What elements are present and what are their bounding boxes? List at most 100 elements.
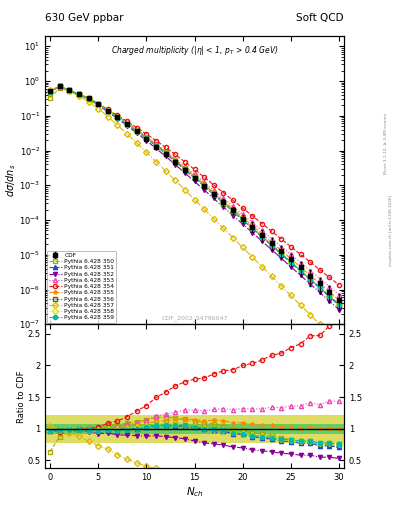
Pythia 6.428 352 [57,83,62,90]
Pythia 6.428 350 [48,95,52,101]
Pythia 6.428 355 [48,89,52,95]
Pythia 6.428 352 [211,196,216,202]
Pythia 6.428 356 [77,91,81,97]
Pythia 6.428 355 [105,108,110,114]
Pythia 6.428 356 [48,89,52,95]
Pythia 6.428 350 [241,216,245,222]
Pythia 6.428 357 [202,206,207,212]
Pythia 6.428 352 [269,247,274,253]
Pythia 6.428 357 [221,225,226,231]
Pythia 6.428 357 [192,197,197,203]
Pythia 6.428 351 [327,294,332,300]
Pythia 6.428 359 [48,89,52,95]
Pythia 6.428 356 [298,267,303,273]
Pythia 6.428 353 [279,243,284,249]
Pythia 6.428 353 [57,83,62,90]
Pythia 6.428 351 [48,89,52,95]
Pythia 6.428 358 [288,259,293,265]
Pythia 6.428 351 [337,302,342,308]
Pythia 6.428 352 [260,238,264,244]
Pythia 6.428 353 [115,114,120,120]
Pythia 6.428 357 [182,187,187,193]
Pythia 6.428 356 [211,191,216,198]
Pythia 6.428 350 [288,259,293,265]
Pythia 6.428 355 [77,91,81,97]
Pythia 6.428 357 [115,122,120,128]
Pythia 6.428 353 [298,260,303,266]
Pythia 6.428 351 [241,217,245,223]
Pythia 6.428 351 [154,143,158,149]
Pythia 6.428 354 [144,131,149,137]
Pythia 6.428 354 [288,244,293,250]
Pythia 6.428 357 [134,140,139,146]
Pythia 6.428 354 [86,95,91,101]
Pythia 6.428 354 [298,251,303,258]
Legend: CDF, Pythia 6.428 350, Pythia 6.428 351, Pythia 6.428 352, Pythia 6.428 353, Pyt: CDF, Pythia 6.428 350, Pythia 6.428 351,… [47,251,116,323]
Pythia 6.428 353 [269,236,274,242]
Pythia 6.428 358 [77,91,81,97]
Pythia 6.428 350 [57,85,62,91]
Pythia 6.428 354 [67,88,72,94]
Pythia 6.428 359 [260,233,264,240]
Pythia 6.428 352 [327,298,332,304]
Pythia 6.428 355 [182,165,187,171]
Pythia 6.428 358 [192,175,197,181]
Pythia 6.428 351 [260,234,264,240]
Pythia 6.428 356 [182,166,187,173]
Pythia 6.428 351 [308,276,312,283]
Pythia 6.428 357 [318,321,322,327]
Pythia 6.428 356 [279,250,284,257]
Pythia 6.428 359 [173,158,178,164]
Pythia 6.428 355 [260,231,264,237]
Pythia 6.428 353 [211,187,216,194]
Pythia 6.428 359 [67,88,72,94]
Line: Pythia 6.428 353: Pythia 6.428 353 [48,84,341,296]
Pythia 6.428 356 [202,183,207,189]
Pythia 6.428 350 [182,165,187,172]
Pythia 6.428 356 [57,83,62,90]
Pythia 6.428 350 [211,190,216,196]
Pythia 6.428 358 [202,183,207,189]
Pythia 6.428 352 [182,170,187,176]
Pythia 6.428 352 [154,145,158,152]
Line: Pythia 6.428 358: Pythia 6.428 358 [48,84,341,306]
Pythia 6.428 353 [318,275,322,282]
Pythia 6.428 350 [298,268,303,274]
Pythia 6.428 351 [77,91,81,97]
Pythia 6.428 356 [154,142,158,148]
Pythia 6.428 353 [105,108,110,114]
Pythia 6.428 352 [67,88,72,94]
Pythia 6.428 354 [163,144,168,151]
Pythia 6.428 351 [318,285,322,291]
Pythia 6.428 350 [221,199,226,205]
Pythia 6.428 353 [202,179,207,185]
Pythia 6.428 358 [308,276,312,282]
Pythia 6.428 358 [115,114,120,120]
Pythia 6.428 357 [260,264,264,270]
Pythia 6.428 353 [337,291,342,297]
Pythia 6.428 354 [308,259,312,265]
Pythia 6.428 357 [173,177,178,183]
Pythia 6.428 355 [173,157,178,163]
Pythia 6.428 355 [241,214,245,220]
Pythia 6.428 359 [163,151,168,157]
Pythia 6.428 354 [77,91,81,97]
Pythia 6.428 352 [202,187,207,193]
X-axis label: $N_{ch}$: $N_{ch}$ [185,485,204,499]
Pythia 6.428 350 [67,88,72,94]
Pythia 6.428 353 [154,141,158,147]
Pythia 6.428 353 [327,284,332,290]
Y-axis label: $d\sigma/dn_s$: $d\sigma/dn_s$ [4,163,18,197]
Pythia 6.428 358 [105,108,110,114]
Pythia 6.428 353 [144,134,149,140]
Pythia 6.428 350 [163,148,168,155]
Pythia 6.428 351 [211,191,216,198]
Pythia 6.428 354 [279,236,284,242]
Pythia 6.428 359 [105,108,110,114]
Pythia 6.428 354 [134,124,139,131]
Pythia 6.428 352 [96,102,101,108]
Pythia 6.428 356 [250,225,255,231]
Pythia 6.428 359 [308,276,312,282]
Pythia 6.428 355 [144,135,149,141]
Pythia 6.428 355 [337,297,342,303]
